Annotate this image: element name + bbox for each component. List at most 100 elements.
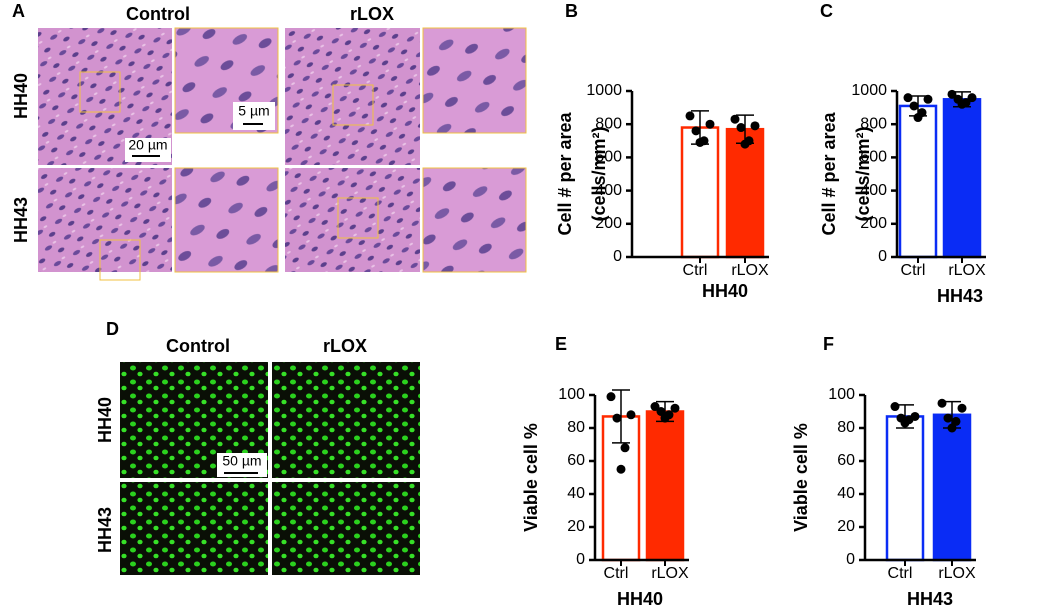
scale-bar-label: 5 µm xyxy=(238,103,269,119)
data-point xyxy=(685,111,695,121)
data-point xyxy=(620,443,630,453)
panel-label: F xyxy=(823,334,834,354)
data-point xyxy=(923,94,933,104)
data-point xyxy=(890,402,900,412)
data-point xyxy=(730,114,740,124)
x-tick-label: Ctrl xyxy=(604,565,629,582)
y-axis-label: Cell # per area xyxy=(555,111,575,235)
y-tick-label: 20 xyxy=(567,518,585,535)
bar xyxy=(885,415,925,562)
data-point xyxy=(656,407,666,416)
column-label: rLOX xyxy=(350,4,394,24)
micrograph-zoom xyxy=(174,167,279,273)
bar xyxy=(725,127,765,259)
x-tick-label: Ctrl xyxy=(888,565,913,582)
micrograph xyxy=(285,168,420,272)
data-point xyxy=(947,89,957,99)
y-tick-label: 100 xyxy=(558,386,585,403)
x-axis-label: HH40 xyxy=(702,281,748,301)
x-tick-label: rLOX xyxy=(938,565,976,582)
y-tick-label: 0 xyxy=(846,551,855,568)
y-tick-label: 60 xyxy=(567,452,585,469)
x-tick-label: rLOX xyxy=(651,565,689,582)
data-point xyxy=(937,398,947,408)
column-label: Control xyxy=(126,4,190,24)
zoom-box xyxy=(99,239,141,281)
y-tick-label: 400 xyxy=(595,182,622,199)
data-point xyxy=(670,403,680,413)
y-axis-label: Viable cell % xyxy=(521,423,541,532)
data-point xyxy=(660,413,670,423)
micrograph-zoom xyxy=(422,27,527,134)
data-point xyxy=(957,403,967,413)
y-axis-label: Viable cell % xyxy=(791,423,811,532)
data-point xyxy=(951,416,961,426)
panel-label: A xyxy=(12,1,25,21)
data-point xyxy=(957,99,967,109)
data-point xyxy=(750,121,760,131)
y-tick-label: 80 xyxy=(837,419,855,436)
y-tick-label: 600 xyxy=(595,149,622,166)
data-point xyxy=(903,93,913,103)
data-point xyxy=(695,137,705,147)
data-point xyxy=(913,113,923,123)
y-tick-label: 800 xyxy=(595,115,622,132)
data-point xyxy=(967,93,977,103)
zoom-box xyxy=(337,197,379,239)
data-point xyxy=(691,126,701,136)
data-point xyxy=(626,410,636,420)
fluorescence-image xyxy=(272,482,420,575)
scale-bar-bg xyxy=(125,138,171,162)
fluorescence-image xyxy=(272,362,420,478)
y-tick-label: 600 xyxy=(860,149,887,166)
y-tick-label: 1000 xyxy=(851,82,887,99)
data-point xyxy=(909,101,919,111)
y-tick-label: 800 xyxy=(860,115,887,132)
data-point xyxy=(612,413,622,423)
y-tick-label: 200 xyxy=(595,215,622,232)
micrograph xyxy=(38,168,172,272)
y-tick-label: 0 xyxy=(878,248,887,265)
y-tick-label: 20 xyxy=(837,518,855,535)
row-label: HH43 xyxy=(95,507,115,553)
x-tick-label: rLOX xyxy=(731,262,769,279)
y-tick-label: 40 xyxy=(567,485,585,502)
y-tick-label: 0 xyxy=(576,551,585,568)
column-label: Control xyxy=(166,336,230,356)
y-tick-label: 200 xyxy=(860,215,887,232)
data-point xyxy=(740,139,750,149)
x-axis-label: HH40 xyxy=(617,589,663,609)
zoom-box xyxy=(332,84,374,126)
scale-bar-label: 50 µm xyxy=(222,453,261,469)
y-tick-label: 100 xyxy=(828,386,855,403)
panel-label: C xyxy=(820,1,833,21)
fluorescence-image xyxy=(120,482,268,575)
row-label: HH43 xyxy=(11,197,31,243)
data-point xyxy=(736,123,746,133)
x-tick-label: Ctrl xyxy=(901,262,926,279)
data-point xyxy=(943,413,953,423)
panel-label: D xyxy=(106,319,119,339)
bar xyxy=(645,410,685,562)
y-tick-label: 40 xyxy=(837,485,855,502)
x-tick-label: rLOX xyxy=(948,262,986,279)
data-point xyxy=(606,392,616,402)
y-tick-label: 400 xyxy=(860,182,887,199)
y-axis-label: (cells/mm²) xyxy=(853,126,873,221)
row-label: HH40 xyxy=(11,73,31,119)
bar xyxy=(898,104,938,259)
image-panels xyxy=(38,27,527,575)
micrograph xyxy=(285,28,420,165)
row-label: HH40 xyxy=(95,397,115,443)
y-tick-label: 0 xyxy=(613,248,622,265)
column-label: rLOX xyxy=(323,336,367,356)
bar xyxy=(932,413,972,562)
y-axis-label: (cells/mm²) xyxy=(589,126,609,221)
micrograph-zoom xyxy=(422,167,527,273)
y-axis-label: Cell # per area xyxy=(819,111,839,235)
x-axis-label: HH43 xyxy=(907,589,953,609)
data-point xyxy=(705,119,715,129)
data-point xyxy=(616,464,626,474)
panel-label: B xyxy=(565,1,578,21)
